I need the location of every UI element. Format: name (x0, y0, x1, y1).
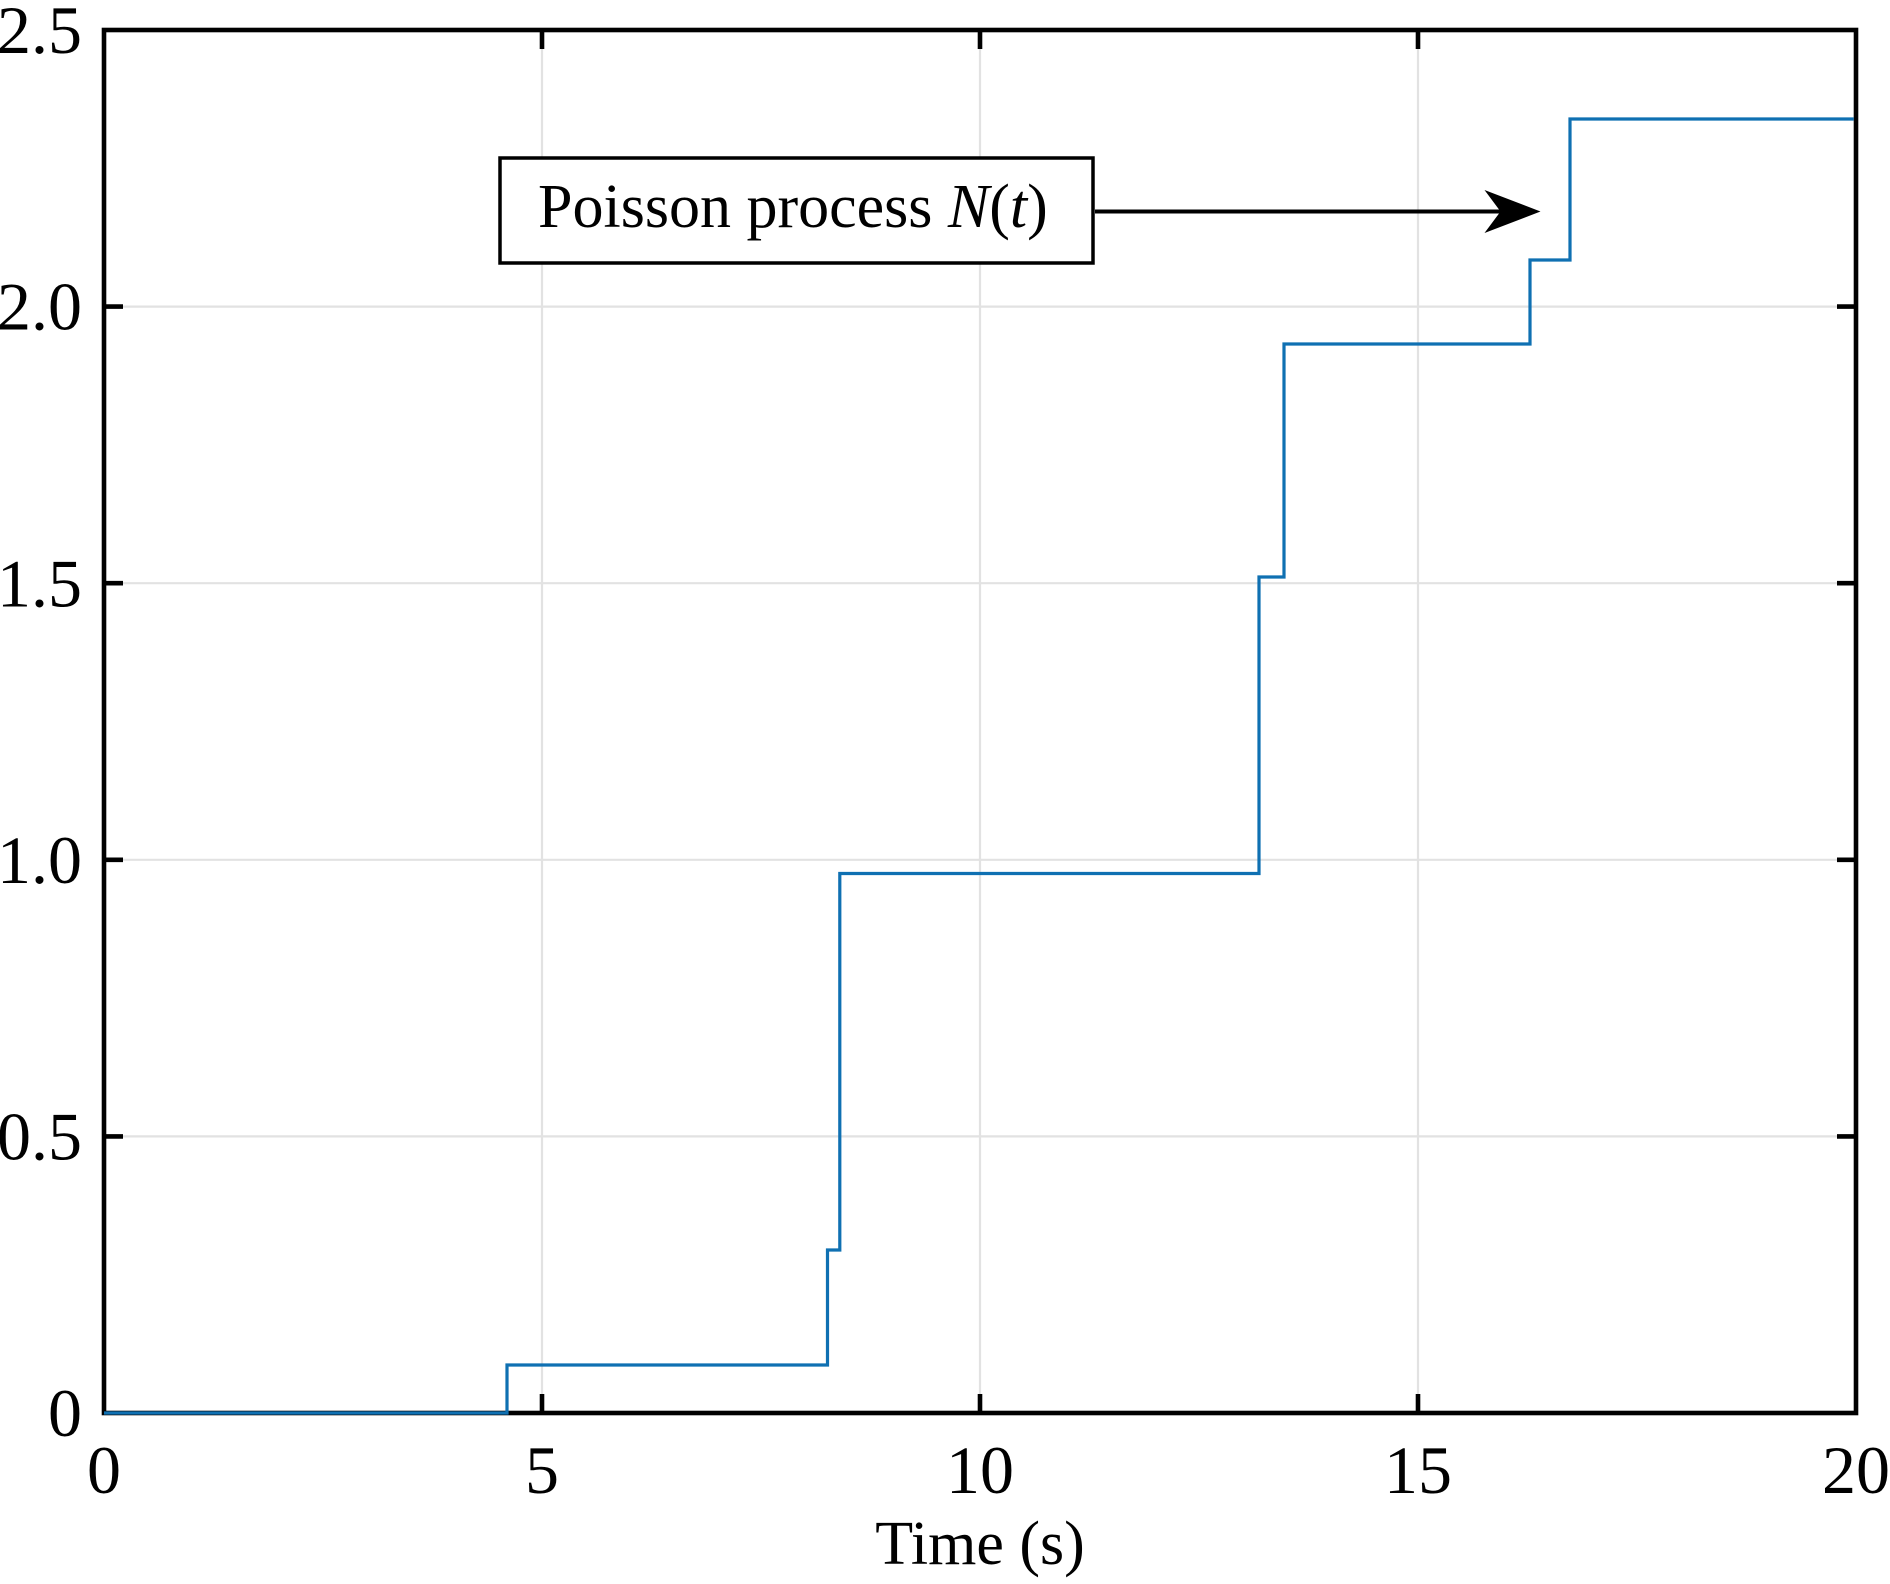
svg-text:Poisson process N(t): Poisson process N(t) (538, 173, 1048, 241)
svg-text:1.0: 1.0 (0, 822, 82, 898)
svg-text:0: 0 (87, 1432, 121, 1508)
svg-text:2.5: 2.5 (0, 0, 82, 68)
svg-text:20: 20 (1822, 1432, 1890, 1508)
svg-text:0.5: 0.5 (0, 1099, 82, 1175)
svg-text:Time (s): Time (s) (875, 1510, 1085, 1578)
svg-text:1.5: 1.5 (0, 545, 82, 621)
svg-text:0: 0 (48, 1375, 82, 1451)
svg-text:5: 5 (525, 1432, 559, 1508)
svg-text:15: 15 (1384, 1432, 1452, 1508)
svg-text:10: 10 (946, 1432, 1014, 1508)
svg-text:2.0: 2.0 (0, 269, 82, 345)
